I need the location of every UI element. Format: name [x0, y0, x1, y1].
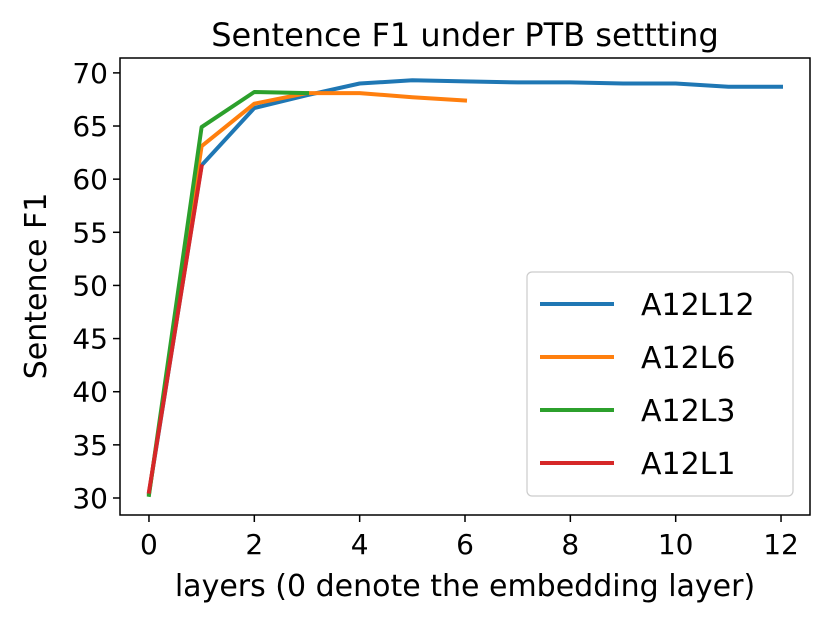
series-line-a12l3: [146, 90, 310, 498]
x-axis-title: layers (0 denote the embedding layer): [175, 569, 755, 604]
y-tick-label-60: 60: [72, 163, 108, 196]
y-tick-label-40: 40: [72, 376, 108, 409]
x-tick-label-6: 6: [456, 528, 474, 561]
legend: A12L12 A12L6 A12L3 A12L1: [526, 271, 794, 497]
series-line-a12l1: [146, 164, 204, 494]
x-tick-label-0: 0: [140, 528, 158, 561]
x-tick-label-10: 10: [658, 528, 694, 561]
legend-label-a12l3: A12L3: [641, 394, 736, 429]
y-tick-label-55: 55: [72, 216, 108, 249]
axes-layer: 0 2 4 6 8 10 12 30 35 40 45 50 55 60 65 70: [72, 57, 811, 561]
legend-label-a12l1: A12L1: [641, 447, 736, 482]
legend-label-a12l12: A12L12: [641, 288, 755, 323]
y-tick-label-70: 70: [72, 57, 108, 90]
chart-title: Sentence F1 under PTB settting: [211, 16, 719, 54]
y-axis-title: Sentence F1: [19, 193, 54, 380]
series-line-a12l12: [146, 78, 783, 495]
x-tick-label-2: 2: [245, 528, 263, 561]
x-tick-label-12: 12: [763, 528, 799, 561]
y-tick-label-45: 45: [72, 323, 108, 356]
legend-frame: [526, 271, 794, 497]
y-tick-label-65: 65: [72, 110, 108, 143]
y-tick-label-30: 30: [72, 482, 108, 515]
y-tick-label-35: 35: [72, 429, 108, 462]
x-tick-label-8: 8: [561, 528, 579, 561]
x-tick-label-4: 4: [351, 528, 369, 561]
legend-label-a12l6: A12L6: [641, 341, 736, 376]
series-layer: [146, 78, 783, 498]
y-tick-label-50: 50: [72, 269, 108, 302]
